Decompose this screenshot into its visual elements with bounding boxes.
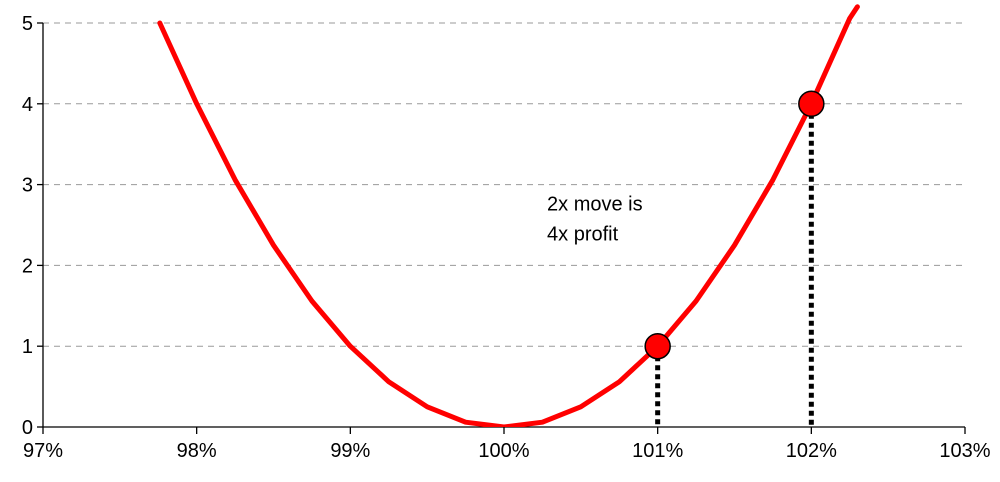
annotation: 2x move is 4x profit (547, 193, 643, 245)
x-tick-label-100: 100% (478, 440, 529, 462)
annotation-text: 2x move is 4x profit (547, 193, 643, 245)
markers (644, 90, 825, 360)
annotation-line-2: 4x profit (547, 223, 619, 245)
tick-labels: 0 1 2 3 4 5 97% 98% 99% 100% 101% 102% 103% (22, 13, 991, 462)
x-tick-label-97: 97% (23, 440, 63, 462)
payoff-curve-layer (157, 4, 860, 427)
y-tick-label-4: 4 (22, 94, 33, 116)
x-tick-label-98: 98% (177, 440, 217, 462)
y-tick-label-1: 1 (22, 336, 33, 358)
x-tick-label-101: 101% (632, 440, 683, 462)
data-marker-1 (644, 332, 671, 360)
y-tick-label-3: 3 (22, 175, 33, 197)
x-tick-label-102: 102% (786, 440, 837, 462)
payoff-curve-series-1 (157, 4, 860, 427)
axes (37, 22, 966, 434)
annotation-line-1: 2x move is (547, 193, 643, 215)
y-tick-label-2: 2 (22, 255, 33, 277)
x-tick-label-103: 103% (939, 440, 990, 462)
y-tick-label-5: 5 (22, 13, 33, 35)
drop-lines (655, 113, 814, 427)
y-tick-label-0: 0 (22, 417, 33, 439)
data-marker-2 (798, 90, 825, 118)
x-tick-label-99: 99% (330, 440, 370, 462)
